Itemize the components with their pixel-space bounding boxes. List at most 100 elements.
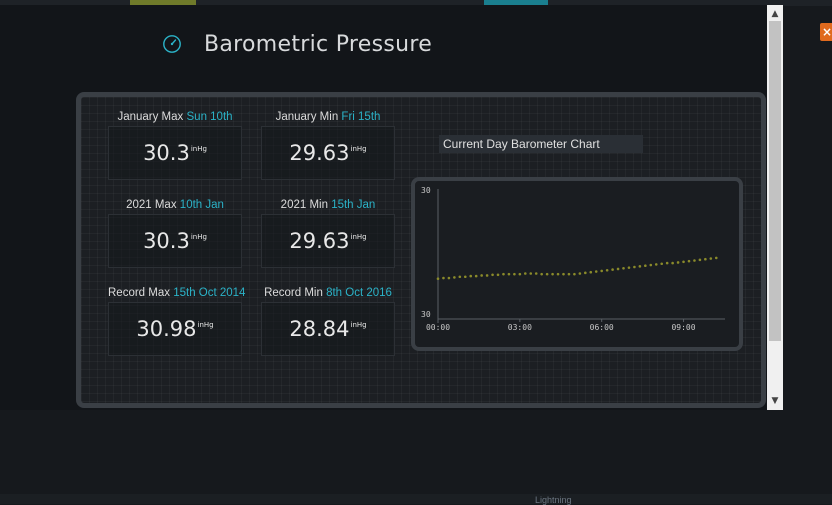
chart-point xyxy=(594,270,598,273)
chart-point xyxy=(589,270,593,274)
stat-label-text: January Max xyxy=(117,111,184,123)
chart-point xyxy=(447,276,451,280)
background-tile xyxy=(484,0,548,5)
scroll-down-icon[interactable]: ▼ xyxy=(771,396,779,406)
stat-value: 30.3 xyxy=(143,141,190,165)
chart-x-tick-label: 06:00 xyxy=(590,323,614,332)
stat-unit: inHg xyxy=(350,321,367,329)
chart-point xyxy=(600,269,603,273)
chart-x-tick-label: 00:00 xyxy=(426,323,450,332)
stat-label-text: 2021 Min xyxy=(280,199,328,211)
stat-record-min: Record Min 8th Oct 2016 28.84 inHg xyxy=(261,287,395,356)
stat-value: 29.63 xyxy=(289,229,350,253)
stat-box: 29.63 inHg xyxy=(261,126,395,180)
chart-point xyxy=(507,272,511,276)
chart-point xyxy=(638,265,642,268)
pressure-panel: January Max Sun 10th 30.3 inHg January Mi… xyxy=(76,92,766,408)
chart-point xyxy=(649,263,653,267)
chart-point xyxy=(622,267,625,270)
chart-point xyxy=(567,272,571,276)
chart-point xyxy=(485,274,489,277)
stat-label-text: January Min xyxy=(275,111,339,123)
chart-point xyxy=(453,276,456,279)
modal-header: Barometric Pressure xyxy=(162,27,432,61)
chart-point xyxy=(573,272,576,276)
chart-x-tick-label: 09:00 xyxy=(671,323,695,332)
chart-point xyxy=(660,262,664,266)
chart-point xyxy=(469,274,473,278)
scrollbar-thumb[interactable] xyxy=(769,21,781,341)
stat-date: Sun 10th xyxy=(186,111,233,123)
chart-point xyxy=(442,276,445,280)
chart-point xyxy=(556,272,560,276)
modal-scrollbar[interactable]: ▲ ▼ xyxy=(767,5,783,410)
chart-y-tick-label: 30 xyxy=(421,186,431,195)
stat-unit: inHg xyxy=(197,321,214,329)
chart-point xyxy=(534,272,538,275)
chart-point xyxy=(714,256,718,260)
stat-unit: inHg xyxy=(190,233,207,241)
chart-point xyxy=(529,272,533,275)
close-button[interactable]: × xyxy=(820,23,832,41)
stat-unit: inHg xyxy=(190,145,207,153)
chart-point xyxy=(671,261,674,265)
chart-point xyxy=(491,273,494,277)
stat-unit: inHg xyxy=(350,145,367,153)
chart-point xyxy=(458,275,462,279)
chart-point xyxy=(436,277,440,280)
barometer-chart: 30 30 00:00 03:00 06:00 09:00 xyxy=(411,177,743,351)
chart-point xyxy=(693,259,696,262)
stat-box: 29.63 inHg xyxy=(261,214,395,268)
stat-box: 28.84 inHg xyxy=(261,302,395,356)
chart-point xyxy=(654,263,658,266)
chart-point xyxy=(704,257,707,261)
stat-label-text: Record Max xyxy=(108,287,170,299)
chart-point xyxy=(480,274,483,277)
scroll-up-icon[interactable]: ▲ xyxy=(771,9,779,19)
chart-point xyxy=(513,272,516,276)
stat-label: January Min Fri 15th xyxy=(261,111,395,123)
chart-point xyxy=(496,273,500,277)
stat-box: 30.3 inHg xyxy=(108,126,242,180)
chart-point xyxy=(584,271,587,275)
gauge-icon xyxy=(163,35,181,53)
chart-point xyxy=(616,267,620,271)
stat-box: 30.3 inHg xyxy=(108,214,242,268)
chart-title: Current Day Barometer Chart xyxy=(439,135,643,153)
chart-point xyxy=(518,272,522,276)
stat-record-max: Record Max 15th Oct 2014 30.98 inHg xyxy=(108,287,246,356)
chart-point xyxy=(605,268,609,272)
chart-point xyxy=(551,272,554,276)
stat-label: 2021 Max 10th Jan xyxy=(108,199,242,211)
stat-value: 30.3 xyxy=(143,229,190,253)
stat-value: 28.84 xyxy=(289,317,350,341)
background-tile xyxy=(130,0,196,5)
stat-label: 2021 Min 15th Jan xyxy=(261,199,395,211)
background-dashboard-strip xyxy=(0,0,832,6)
chart-point xyxy=(502,272,505,276)
chart-point xyxy=(682,260,685,264)
stat-unit: inHg xyxy=(350,233,367,241)
stat-january-max: January Max Sun 10th 30.3 inHg xyxy=(108,111,242,180)
stat-value: 29.63 xyxy=(289,141,350,165)
stat-label-text: Record Min xyxy=(264,287,323,299)
stat-january-min: January Min Fri 15th 29.63 inHg xyxy=(261,111,395,180)
chart-point xyxy=(644,264,647,267)
stat-date: 15th Oct 2014 xyxy=(173,287,246,299)
chart-point xyxy=(463,275,467,279)
chart-point xyxy=(633,265,636,269)
chart-point xyxy=(545,272,549,276)
background-dashboard-bottom xyxy=(0,494,832,504)
stat-label: January Max Sun 10th xyxy=(108,111,242,123)
chart-plot-area: 30 30 00:00 03:00 06:00 09:00 xyxy=(421,186,725,332)
stat-date: 8th Oct 2016 xyxy=(326,287,392,299)
chart-point xyxy=(665,261,669,265)
chart-point xyxy=(524,272,527,275)
stat-box: 30.98 inHg xyxy=(108,302,242,356)
stat-label: Record Min 8th Oct 2016 xyxy=(261,287,395,299)
stat-year-min: 2021 Min 15th Jan 29.63 inHg xyxy=(261,199,395,268)
stat-label: Record Max 15th Oct 2014 xyxy=(108,287,246,299)
chart-point xyxy=(611,268,614,271)
modal-title: Barometric Pressure xyxy=(204,31,433,57)
stat-date: 15th Jan xyxy=(331,199,376,211)
